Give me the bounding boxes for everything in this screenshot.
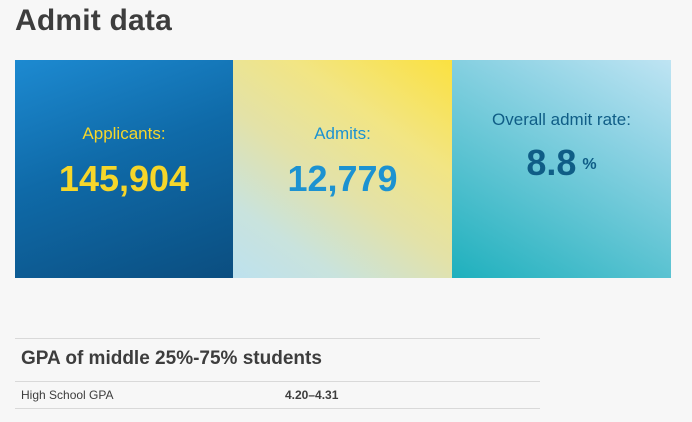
applicants-label: Applicants: [82,124,166,143]
admit-rate-unit: % [582,156,597,173]
admits-label: Admits: [314,124,371,143]
admits-tile: Admits: 12,779 [233,60,452,278]
gpa-row-label: High School GPA [21,388,114,402]
admits-value: 12,779 [287,158,398,199]
admit-rate-label: Overall admit rate: [492,110,631,129]
page-title: Admit data [15,4,173,37]
applicants-value: 145,904 [58,158,190,199]
applicants-tile: Applicants: 145,904 [15,60,233,278]
gpa-row-value: 4.20–4.31 [285,388,339,402]
gpa-section: GPA of middle 25%-75% students High Scho… [15,338,540,409]
admit-stats-row: Applicants: 145,904 Admits: 12,779 Overa… [15,60,671,278]
gpa-heading: GPA of middle 25%-75% students [15,338,540,382]
admit-rate-tile: Overall admit rate: 8.8% [452,60,671,278]
admit-rate-value: 8.8 [526,142,577,183]
admit-rate-value-wrap: 8.8% [526,141,596,185]
gpa-row-high-school: High School GPA 4.20–4.31 [15,382,540,409]
